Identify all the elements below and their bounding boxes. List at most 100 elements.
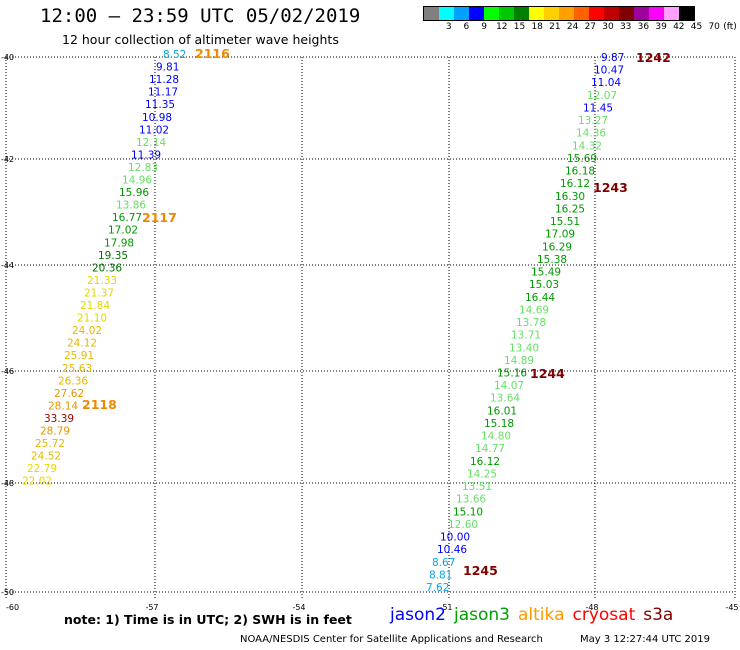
- wave-height-value: 14.77: [475, 443, 505, 455]
- latitude-label: -50: [1, 588, 14, 597]
- legend-unit: (ft): [723, 22, 737, 32]
- pass-time-label: 1243: [593, 180, 628, 195]
- chart-subtitle: 12 hour collection of altimeter wave hei…: [62, 32, 339, 47]
- wave-height-value: 11.02: [139, 124, 169, 136]
- wave-height-value: 12.60: [448, 519, 478, 531]
- legend-swatch: [424, 7, 439, 20]
- wave-height-value: 17.02: [108, 225, 138, 237]
- wave-height-value: 28.14: [48, 400, 78, 412]
- legend-tick-label: 6: [463, 22, 470, 32]
- legend-swatch: [634, 7, 649, 20]
- legend-tick-label: 27: [584, 22, 597, 32]
- legend-swatch: [454, 7, 469, 20]
- wave-height-value: 13.40: [509, 342, 539, 354]
- legend-swatch: [679, 7, 694, 20]
- legend-tick-label: 12: [496, 22, 508, 32]
- wave-height-value: 25.91: [64, 350, 94, 362]
- satellite-jason3: jason3: [454, 605, 510, 625]
- pass-time-label: 1244: [530, 366, 565, 381]
- wave-height-value: 16.01: [487, 405, 517, 417]
- wave-height-value: 33.39: [44, 413, 74, 425]
- wave-height-value: 9.87: [601, 52, 624, 64]
- wave-height-value: 13.27: [578, 115, 608, 127]
- longitude-label: -45: [725, 603, 738, 612]
- legend-tick-label: 9: [481, 22, 487, 32]
- wave-height-value: 11.45: [583, 102, 613, 114]
- wave-height-value: 8.81: [429, 569, 452, 581]
- legend-swatch: [439, 7, 454, 20]
- chart-title: 12:00 – 23:59 UTC 05/02/2019: [40, 5, 361, 27]
- wave-height-value: 16.25: [555, 203, 585, 215]
- color-scale-labels: 3 6 9 12 15 18 21 24 27 30 33 36 39 42 45 70 (ft): [423, 22, 740, 36]
- wave-height-value: 15.96: [119, 187, 149, 199]
- wave-height-value: 13.86: [116, 200, 146, 212]
- credit-line: NOAA/NESDIS Center for Satellite Applica…: [240, 634, 543, 645]
- wave-height-value: 16.12: [560, 178, 590, 190]
- wave-height-value: 9.81: [156, 62, 179, 74]
- legend-tick-label: 42: [673, 22, 685, 32]
- footnote: note: 1) Time is in UTC; 2) SWH is in fe…: [64, 612, 352, 627]
- wave-height-value: 16.29: [542, 241, 572, 253]
- wave-height-value: 15.38: [537, 254, 567, 266]
- legend-swatch: [544, 7, 559, 20]
- wave-height-value: 13.66: [456, 494, 486, 506]
- legend-tick-label: 70: [708, 22, 720, 32]
- longitude-label: -57: [145, 603, 158, 612]
- pass-time-label: 2116: [195, 46, 230, 61]
- legend-swatch: [589, 7, 604, 20]
- wave-height-value: 13.78: [516, 317, 546, 329]
- wave-height-value: 8.52: [163, 49, 186, 61]
- wave-height-value: 14.96: [122, 175, 152, 187]
- legend-tick-label: 30: [602, 22, 614, 32]
- wave-height-value: 10.47: [594, 65, 624, 77]
- wave-height-value: 7.62: [426, 582, 449, 594]
- wave-height-value: 24.52: [31, 451, 61, 463]
- wave-height-value: 12.83: [128, 162, 158, 174]
- wave-height-value: 14.32: [572, 140, 602, 152]
- latitude-label: -44: [1, 261, 14, 270]
- wave-height-value: 14.07: [494, 380, 524, 392]
- wave-height-value: 14.69: [519, 304, 549, 316]
- legend-swatch: [559, 7, 574, 20]
- wave-height-value: 16.30: [555, 191, 585, 203]
- wave-height-value: 10.00: [440, 532, 470, 544]
- wave-height-value: 27.62: [54, 388, 84, 400]
- wave-height-value: 17.09: [545, 229, 575, 241]
- latitude-label: -46: [1, 367, 14, 376]
- wave-height-value: 15.51: [550, 216, 580, 228]
- wave-height-value: 16.77: [112, 212, 142, 224]
- wave-height-value: 15.16: [497, 368, 527, 380]
- latitude-label: -42: [1, 155, 14, 164]
- wave-height-value: 25.72: [35, 438, 65, 450]
- legend-swatch: [604, 7, 619, 20]
- wave-height-value: 22.02: [22, 476, 52, 488]
- wave-height-value: 24.02: [72, 325, 102, 337]
- legend-tick-label: 33: [619, 22, 632, 32]
- wave-height-value: 11.17: [148, 87, 178, 99]
- wave-height-value: 15.18: [484, 418, 514, 430]
- color-scale-legend: [423, 6, 695, 21]
- wave-height-value: 21.10: [77, 313, 107, 325]
- wave-height-value: 13.71: [511, 330, 541, 342]
- map-grid: [5, 56, 736, 600]
- wave-height-value: 21.33: [87, 275, 117, 287]
- wave-height-value: 14.80: [481, 431, 511, 443]
- wave-height-value: 15.03: [529, 279, 559, 291]
- legend-swatch: [484, 7, 499, 20]
- legend-swatch: [499, 7, 514, 20]
- pass-time-label: 2117: [142, 210, 177, 225]
- satellite-jason2: jason2: [390, 605, 446, 625]
- pass-right-values: 9.8710.4711.0412.0711.4513.2714.3614.321…: [426, 50, 671, 594]
- satellite-altika: altika: [518, 605, 565, 625]
- pass-left-values: 8.529.8111.2811.1711.3510.9811.0212.1411…: [22, 46, 230, 488]
- pass-time-label: 1242: [636, 50, 671, 65]
- wave-height-value: 13.51: [462, 481, 492, 493]
- wave-height-value: 21.84: [80, 300, 110, 312]
- latitude-label: -40: [1, 53, 14, 62]
- legend-tick-label: 39: [655, 22, 667, 32]
- satellite-legend: jason2 jason3 altika cryosat s3a: [390, 605, 681, 625]
- wave-height-value: 20.36: [92, 262, 122, 274]
- wave-height-value: 11.04: [591, 77, 621, 89]
- wave-height-value: 21.37: [84, 287, 114, 299]
